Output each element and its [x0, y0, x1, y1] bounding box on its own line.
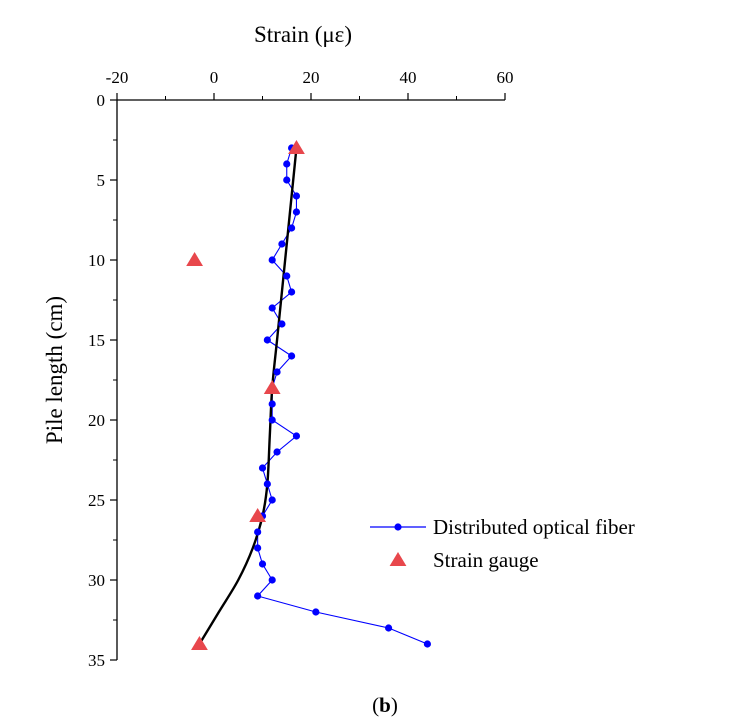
fiber-point	[292, 432, 301, 440]
fiber-point	[268, 576, 276, 584]
y-tick-label: 0	[97, 91, 106, 110]
fiber-point	[268, 496, 276, 504]
fiber-point	[254, 544, 262, 552]
x-tick-label: 20	[303, 68, 320, 87]
y-tick-label: 30	[88, 571, 105, 590]
fiber-point	[288, 224, 296, 232]
fiber-point	[292, 192, 301, 200]
fiber-point	[268, 416, 276, 424]
panel-label: (b)	[372, 693, 398, 717]
fiber-point	[288, 352, 296, 360]
y-tick-label: 25	[88, 491, 105, 510]
strain-gauge-point	[186, 252, 203, 266]
x-tick-label: 60	[497, 68, 514, 87]
legend-fiber-label: Distributed optical fiber	[433, 515, 635, 539]
legend-fiber-marker	[394, 523, 402, 531]
fiber-point	[292, 208, 301, 216]
x-axis-title: Strain (με)	[254, 22, 352, 47]
fiber-point	[263, 336, 271, 344]
fiber-point	[283, 176, 291, 184]
axes: Strain (με) Pile length (cm) (b)	[42, 22, 505, 717]
x-tick-label: 40	[400, 68, 417, 87]
strain-gauge-point	[191, 636, 208, 650]
strain-gauge-point	[249, 508, 267, 522]
series-layer	[186, 140, 431, 650]
legend-gauge-label: Strain gauge	[433, 548, 539, 572]
fiber-point	[278, 240, 286, 248]
legend: Distributed optical fiber Strain gauge	[370, 515, 635, 572]
y-axis-title: Pile length (cm)	[42, 296, 67, 444]
fiber-point	[258, 464, 267, 472]
x-tick-label: 0	[210, 68, 219, 87]
y-tick-label: 15	[88, 331, 105, 350]
fiber-point	[273, 368, 281, 376]
fiber-point	[423, 640, 431, 648]
y-tick-label: 35	[88, 651, 105, 670]
fiber-point	[258, 560, 267, 568]
y-tick-label: 20	[88, 411, 105, 430]
fiber-point	[283, 272, 291, 280]
fiber-point	[268, 400, 276, 408]
strain-gauge-point	[263, 380, 281, 394]
fiber-point	[312, 608, 320, 616]
fiber-point	[283, 160, 291, 168]
fiber-point	[263, 480, 271, 488]
fitted-curve-line	[198, 147, 298, 645]
strain-gauge-point	[288, 140, 305, 154]
fiber-point	[273, 448, 281, 456]
fiber-point	[385, 624, 393, 632]
fiber-point	[268, 304, 276, 312]
fiber-point	[278, 320, 286, 328]
legend-gauge-marker	[389, 552, 407, 566]
fiber-point	[288, 288, 296, 296]
y-tick-label: 5	[97, 171, 106, 190]
fiber-series-line	[256, 147, 428, 645]
fiber-point	[254, 592, 262, 600]
fiber-point	[254, 528, 262, 536]
x-tick-label: -20	[106, 68, 129, 87]
fiber-point	[268, 256, 276, 264]
y-tick-label: 10	[88, 251, 105, 270]
